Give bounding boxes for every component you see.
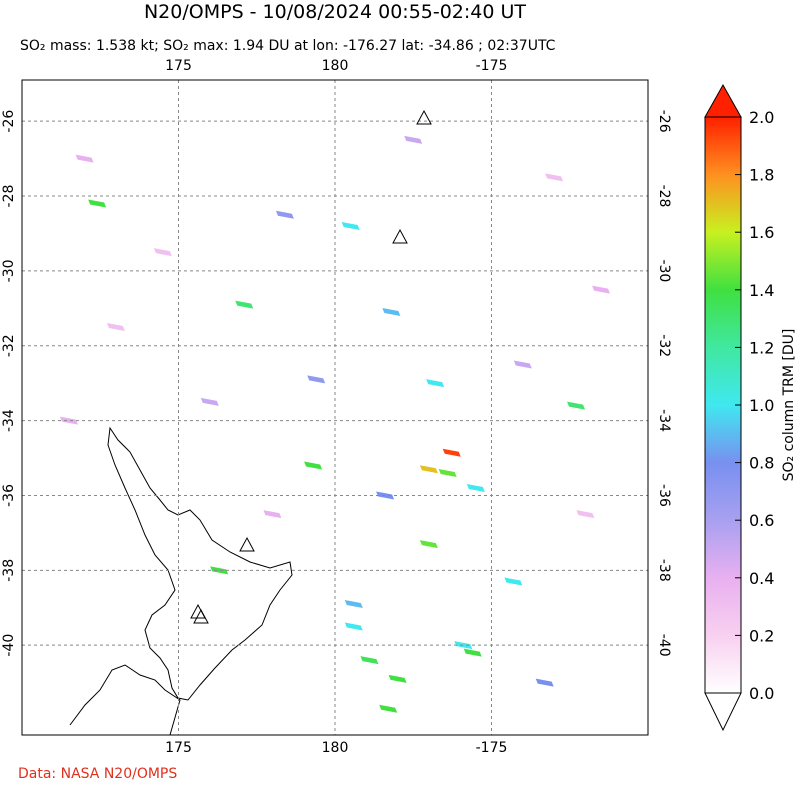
so2-pixel: [75, 154, 94, 163]
volcano-markers: [190, 109, 432, 624]
volcano: [416, 109, 432, 125]
colorbar-tick-label: 0.4: [749, 569, 774, 588]
x-tick-label-bottom: -175: [476, 740, 508, 756]
so2-pixel: [404, 135, 423, 144]
colorbar-tick-label: 0.0: [749, 684, 774, 703]
so2-pixel: [466, 483, 485, 492]
x-tick-label-bottom: 180: [322, 740, 349, 756]
x-tick-label-top: 175: [165, 58, 192, 74]
so2-pixel: [426, 379, 445, 388]
y-tick-label-left: -40: [1, 634, 17, 657]
so2-pixel: [153, 248, 172, 257]
y-tick-label-right: -30: [656, 259, 672, 282]
so2-pixel: [382, 308, 401, 317]
coastline-south-island: [69, 664, 181, 735]
so2-pixel: [419, 465, 438, 474]
y-tick-label-right: -28: [656, 185, 672, 208]
volcano: [239, 536, 255, 552]
colorbar-label: SO₂ column TRM [DU]: [781, 329, 797, 482]
so2-pixel: [275, 210, 294, 219]
y-tick-label-left: -32: [1, 334, 17, 357]
so2-pixel: [379, 704, 398, 713]
y-tick-label-left: -34: [1, 409, 17, 432]
so2-pixel: [307, 375, 326, 384]
so2-pixel: [88, 199, 107, 208]
so2-pixel: [106, 323, 125, 332]
so2-pixel: [567, 401, 586, 410]
map-frame: [21, 79, 649, 736]
y-tick-label-left: -30: [1, 259, 17, 282]
x-tick-label-bottom: 175: [165, 740, 192, 756]
so2-pixel: [360, 656, 379, 665]
so2-pixel: [442, 448, 461, 457]
so2-pixel: [576, 510, 595, 519]
so2-pixel: [454, 641, 473, 650]
so2-pixel: [210, 566, 229, 575]
y-tick-label-left: -38: [1, 559, 17, 582]
chart-subtitle: SO₂ mass: 1.538 kt; SO₂ max: 1.94 DU at …: [20, 38, 556, 54]
y-tick-label-left: -36: [1, 484, 17, 507]
so2-pixel: [376, 491, 395, 500]
y-tick-label-right: -26: [656, 110, 672, 133]
so2-pixel: [535, 678, 554, 687]
so2-pixel: [419, 540, 438, 549]
y-tick-label-right: -38: [656, 559, 672, 582]
so2-pixel: [344, 600, 363, 608]
colorbar-tick-label: 1.8: [749, 166, 774, 185]
colorbar-extend-max: [704, 83, 742, 118]
so2-pixel: [200, 397, 219, 406]
so2-pixel: [235, 300, 254, 309]
y-tick-label-left: -28: [1, 185, 17, 208]
colorbar-tick-label: 1.0: [749, 396, 774, 415]
so2-pixel: [438, 469, 457, 477]
colorbar-tick-label: 0.6: [749, 511, 774, 530]
so2-pixel: [388, 674, 407, 683]
volcano: [193, 608, 209, 624]
chart-title: N20/OMPS - 10/08/2024 00:55-02:40 UT: [144, 1, 526, 23]
so2-pixel: [513, 360, 532, 369]
so2-pixel: [344, 622, 363, 631]
y-tick-label-right: -34: [656, 409, 672, 432]
so2-pixel: [463, 648, 482, 657]
x-tick-label-top: -175: [476, 58, 508, 74]
data-source: Data: NASA N20/OMPS: [18, 766, 177, 782]
so2-pixel: [545, 173, 564, 182]
y-tick-label-right: -36: [656, 484, 672, 507]
colorbar-tick-label: 2.0: [749, 108, 774, 127]
colorbar-tick-label: 0.2: [749, 626, 774, 645]
map-area: [22, 80, 648, 735]
so2-pixel: [263, 510, 282, 519]
volcano: [392, 228, 408, 244]
y-tick-label-right: -32: [656, 334, 672, 357]
so2-pixel: [504, 577, 523, 586]
so2-pixel: [304, 461, 323, 470]
colorbar-tick-label: 1.4: [749, 281, 774, 300]
colorbar-tick-label: 1.2: [749, 338, 774, 357]
so2-pixel: [59, 416, 78, 425]
x-tick-label-top: 180: [322, 58, 349, 74]
colorbar-tick-label: 1.6: [749, 223, 774, 242]
y-tick-label-left: -26: [1, 110, 17, 133]
so2-pixel: [341, 221, 360, 230]
coastline-north-island: [107, 426, 293, 701]
colorbar-tick-label: 0.8: [749, 454, 774, 473]
colorbar-extend-min: [704, 692, 742, 732]
so2-pixel: [592, 285, 611, 294]
y-tick-label-right: -40: [656, 634, 672, 657]
